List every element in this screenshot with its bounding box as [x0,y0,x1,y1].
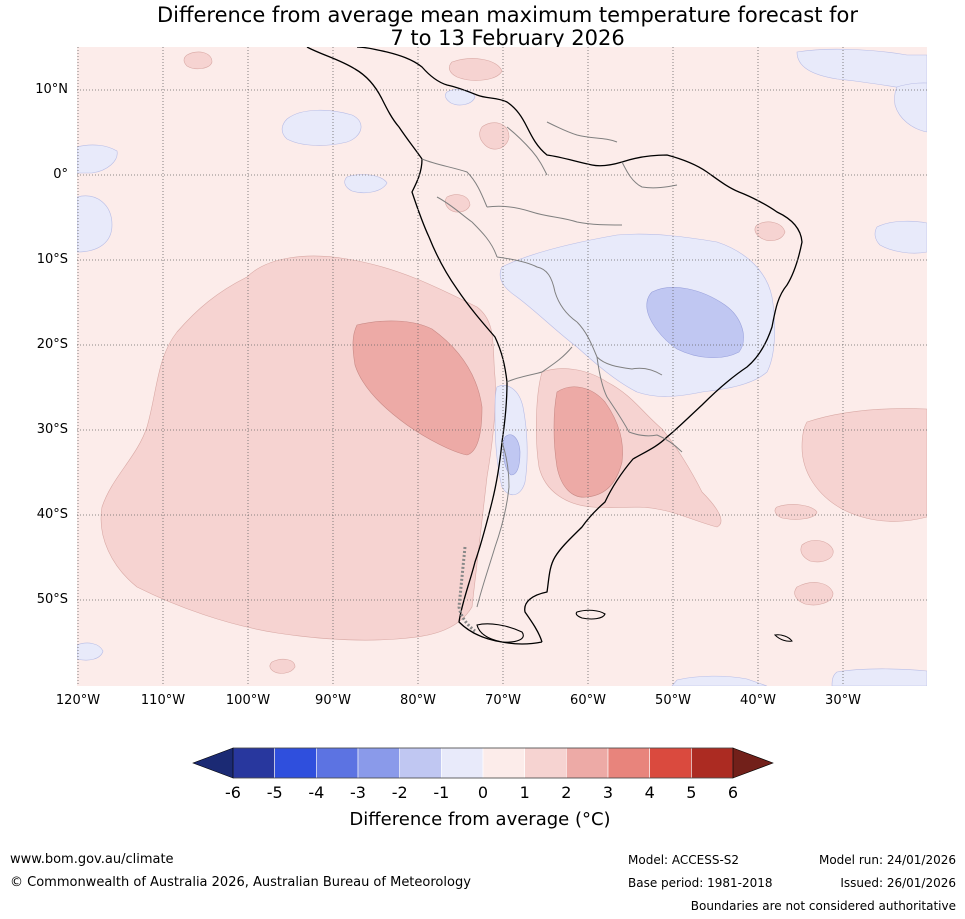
footer-website[interactable]: www.bom.gov.au/climate [10,852,174,867]
anomaly-minus1-to-0-patch-9 [831,668,927,686]
lat-gridlines [77,89,927,601]
lon-label-90w: 90°W [315,693,351,708]
colorbar-cell [274,747,317,779]
lat-label-50s: 50°S [36,592,68,607]
footer-copyright: © Commonwealth of Australia 2026, Austra… [10,875,471,890]
anomaly-map [77,47,927,686]
colorbar-tick: 6 [727,783,739,802]
anomaly-1-to-2-small-4 [754,221,786,241]
colorbar-under-arrow [192,747,234,779]
colorbar-tick: 1 [519,783,530,802]
colorbar-tick: -4 [308,783,325,802]
title-line-1: Difference from average mean maximum tem… [157,3,858,27]
colorbar-cell [441,747,484,779]
colorbar-cell [232,747,275,779]
lon-label-30w: 30°W [825,693,861,708]
south-georgia [773,634,793,642]
colorbar-tick: -3 [350,783,366,802]
footer-model: Model: ACCESS-S2 [628,853,740,867]
colorbar-tick: 5 [686,783,697,802]
colorbar-cell [316,747,359,779]
colorbar-cell [691,747,734,779]
colorbar-tick: -2 [391,783,408,802]
footer-issued: Issued: 26/01/2026 [840,876,956,890]
lat-label-30s: 30°S [36,422,68,437]
colorbar-tick: 4 [644,783,655,802]
tierra-del-fuego [476,623,524,643]
anomaly-1-to-2-small-3 [774,504,818,520]
lat-label-0: 0° [53,167,68,182]
colorbar-tick: 3 [602,783,614,802]
lon-label-70w: 70°W [485,693,521,708]
anomaly-minus1-to-0-patch-2 [77,144,118,174]
lat-label-10s: 10°S [36,252,68,267]
anomaly-minus2-to-minus1-brazil [646,287,744,359]
colorbar-tick: 2 [561,783,572,802]
lon-label-120w: 120°W [55,693,101,708]
colorbar-tick: -6 [225,783,241,802]
anomaly-minus1-to-0-patch-10 [77,642,104,661]
anomaly-1-to-2-small-6 [444,194,471,213]
title-line-2: 7 to 13 February 2026 [390,26,625,50]
anomaly-minus1-to-0-patch-6 [894,82,927,133]
anomaly-1-to-2-east-atlantic [801,408,927,522]
anomaly-1-to-2-north-1 [183,51,213,70]
colorbar-cell [607,747,650,779]
lon-label-60w: 60°W [570,693,606,708]
anomaly-minus1-to-0-patch-4 [344,174,388,194]
anomaly-1-to-2-small-5 [269,658,296,674]
anomaly-1-to-2-small-2 [794,582,834,606]
colorbar-cell [399,747,442,779]
lon-label-40w: 40°W [740,693,776,708]
anomaly-1-to-2-small-1 [800,540,834,563]
colorbar-tick: -1 [433,783,450,802]
chile-archipelago [457,546,476,633]
colorbar [192,747,774,779]
lon-label-80w: 80°W [400,693,436,708]
footer-disclaimer: Boundaries are not considered authoritat… [690,899,956,913]
footer-model-run: Model run: 24/01/2026 [818,853,956,867]
country-borders [421,121,683,608]
anomaly-1-to-2-north-2 [448,58,503,81]
anomaly-minus1-to-0-patch-1 [281,109,362,146]
lat-label-20s: 20°S [36,337,68,352]
colorbar-cell [482,747,525,779]
colorbar-cell [649,747,692,779]
lon-label-100w: 100°W [225,693,271,708]
anomaly-2-to-3-laplata [553,386,623,498]
lat-label-10n: 10°N [35,82,68,97]
colorbar-cell [524,747,567,779]
anomaly-1-to-2-north-3 [479,122,510,150]
anomaly-2-to-3-pacific [352,320,483,456]
anomaly-minus1-to-0-patch-3 [77,195,113,253]
colorbar-tick: 0 [477,783,489,802]
colorbar-label: Difference from average (°C) [349,809,611,830]
map-title: Difference from average mean maximum tem… [0,4,965,50]
anomaly-minus1-to-0-patch-8 [671,675,768,686]
colorbar-over-arrow [732,747,774,779]
colorbar-cell [357,747,400,779]
anomaly-minus1-to-0-patch-7 [874,220,927,254]
colorbar-tick: -5 [266,783,283,802]
lon-label-50w: 50°W [655,693,691,708]
footer-base-period: Base period: 1981-2018 [628,876,773,890]
lat-label-40s: 40°S [36,507,68,522]
lon-label-110w: 110°W [140,693,186,708]
falkland-islands [575,609,606,620]
colorbar-cell [566,747,609,779]
